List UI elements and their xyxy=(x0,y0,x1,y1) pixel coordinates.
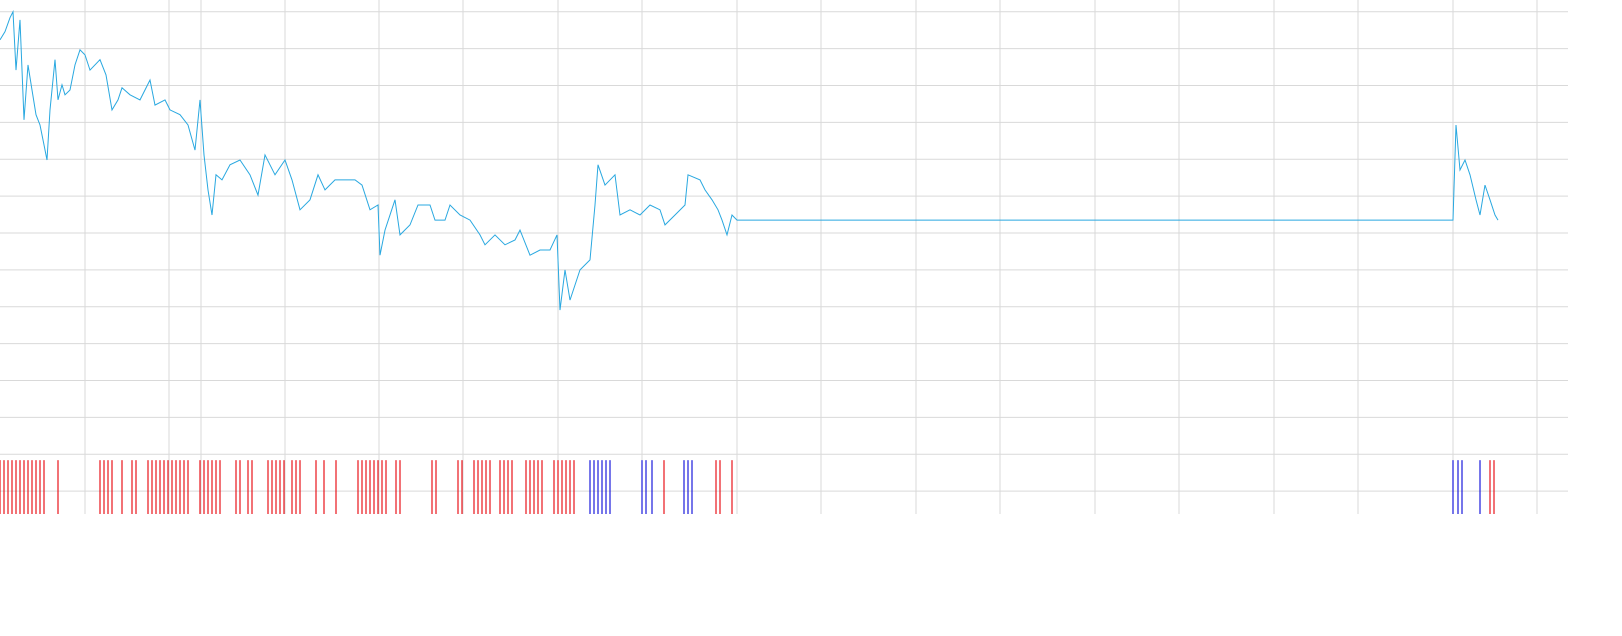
price-line xyxy=(0,9,1499,311)
